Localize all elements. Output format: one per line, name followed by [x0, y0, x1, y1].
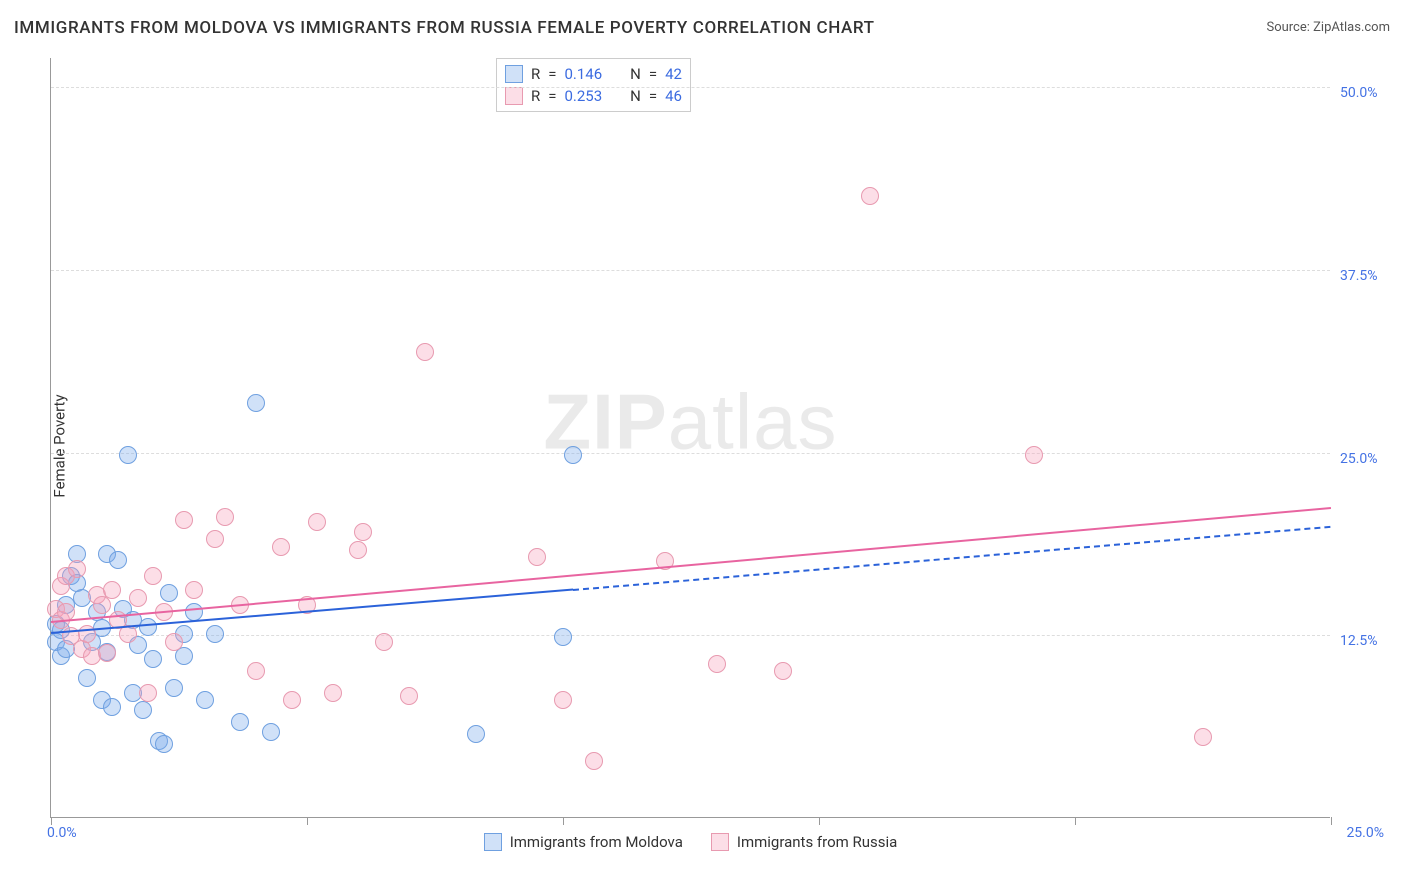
- stats-legend-box: R = 0.146 N = 42 R = 0.253 N = 46: [496, 58, 691, 112]
- marker-moldova: [231, 713, 249, 731]
- marker-moldova: [78, 669, 96, 687]
- stats-r-value-russia: 0.253: [564, 87, 602, 105]
- marker-moldova: [155, 735, 173, 753]
- marker-russia: [708, 655, 726, 673]
- marker-russia: [1025, 446, 1043, 464]
- ytick-label: 25.0%: [1340, 451, 1400, 467]
- stats-eq: =: [548, 65, 556, 83]
- gridline: [51, 87, 1330, 88]
- source-name: ZipAtlas.com: [1313, 20, 1390, 35]
- marker-russia: [165, 633, 183, 651]
- marker-russia: [400, 687, 418, 705]
- gridline: [51, 635, 1330, 636]
- trendline-russia: [51, 507, 1331, 623]
- chart-title: IMMIGRANTS FROM MOLDOVA VS IMMIGRANTS FR…: [14, 18, 875, 38]
- stats-swatch-moldova: [505, 65, 523, 83]
- marker-russia: [272, 538, 290, 556]
- marker-russia: [554, 691, 572, 709]
- marker-russia: [185, 581, 203, 599]
- gridline: [51, 453, 1330, 454]
- marker-moldova: [247, 394, 265, 412]
- stats-n-value-moldova: 42: [665, 65, 682, 83]
- gridline: [51, 270, 1330, 271]
- xtick: [307, 817, 308, 825]
- stats-r-label: R: [531, 65, 540, 83]
- marker-russia: [774, 662, 792, 680]
- xtick: [1331, 817, 1332, 825]
- legend-swatch-russia: [711, 833, 729, 851]
- legend-label-russia: Immigrants from Russia: [737, 833, 897, 851]
- xtick-label: 0.0%: [47, 825, 77, 841]
- stats-n-label: N: [630, 87, 641, 105]
- trendline-moldova-dash: [573, 526, 1331, 591]
- marker-russia: [283, 691, 301, 709]
- marker-russia: [375, 633, 393, 651]
- marker-russia: [1194, 728, 1212, 746]
- marker-russia: [206, 530, 224, 548]
- stats-row-russia: R = 0.253 N = 46: [505, 85, 682, 107]
- marker-moldova: [196, 691, 214, 709]
- legend-bottom: Immigrants from Moldova Immigrants from …: [51, 833, 1330, 851]
- xtick: [51, 817, 52, 825]
- xtick: [1075, 817, 1076, 825]
- marker-russia: [354, 523, 372, 541]
- marker-moldova: [206, 625, 224, 643]
- marker-russia: [861, 187, 879, 205]
- stats-r-value-moldova: 0.146: [564, 65, 602, 83]
- stats-row-moldova: R = 0.146 N = 42: [505, 63, 682, 85]
- marker-moldova: [103, 698, 121, 716]
- marker-russia: [308, 513, 326, 531]
- marker-russia: [129, 589, 147, 607]
- stats-eq: =: [548, 87, 556, 105]
- marker-russia: [103, 581, 121, 599]
- watermark: ZIPatlas: [543, 377, 837, 468]
- xtick-label: 25.0%: [1346, 825, 1384, 841]
- ytick-label: 50.0%: [1340, 85, 1400, 101]
- marker-moldova: [554, 628, 572, 646]
- marker-russia: [98, 644, 116, 662]
- ytick-label: 12.5%: [1340, 633, 1400, 649]
- legend-item-russia: Immigrants from Russia: [711, 833, 897, 851]
- marker-moldova: [262, 723, 280, 741]
- plot-area: ZIPatlas R = 0.146 N = 42 R = 0.253 N =: [50, 58, 1330, 818]
- chart-container: IMMIGRANTS FROM MOLDOVA VS IMMIGRANTS FR…: [0, 0, 1406, 892]
- marker-moldova: [134, 701, 152, 719]
- marker-russia: [528, 548, 546, 566]
- marker-moldova: [175, 647, 193, 665]
- xtick: [563, 817, 564, 825]
- marker-russia: [144, 567, 162, 585]
- source-label: Source:: [1266, 20, 1313, 35]
- legend-swatch-moldova: [484, 833, 502, 851]
- stats-r-label: R: [531, 87, 540, 105]
- marker-russia: [247, 662, 265, 680]
- marker-russia: [416, 343, 434, 361]
- marker-moldova: [109, 551, 127, 569]
- marker-russia: [324, 684, 342, 702]
- xtick: [819, 817, 820, 825]
- marker-russia: [139, 684, 157, 702]
- marker-moldova: [165, 679, 183, 697]
- legend-label-moldova: Immigrants from Moldova: [510, 833, 683, 851]
- legend-item-moldova: Immigrants from Moldova: [484, 833, 683, 851]
- marker-moldova: [139, 618, 157, 636]
- marker-moldova: [160, 584, 178, 602]
- marker-moldova: [119, 446, 137, 464]
- marker-moldova: [467, 725, 485, 743]
- marker-moldova: [564, 446, 582, 464]
- stats-eq: =: [649, 65, 657, 83]
- marker-russia: [68, 560, 86, 578]
- marker-russia: [175, 511, 193, 529]
- stats-n-label: N: [630, 65, 641, 83]
- source-attribution: Source: ZipAtlas.com: [1266, 20, 1390, 35]
- marker-moldova: [144, 650, 162, 668]
- stats-swatch-russia: [505, 87, 523, 105]
- stats-n-value-russia: 46: [665, 87, 682, 105]
- ytick-label: 37.5%: [1340, 268, 1400, 284]
- stats-eq: =: [649, 87, 657, 105]
- marker-russia: [349, 541, 367, 559]
- marker-russia: [216, 508, 234, 526]
- marker-russia: [585, 752, 603, 770]
